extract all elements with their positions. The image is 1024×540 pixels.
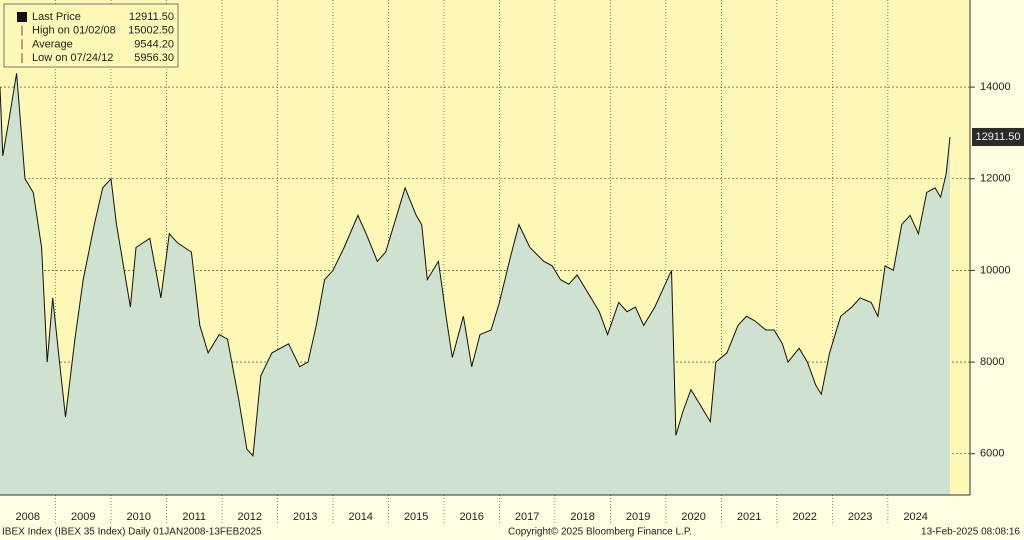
y-tick-label: 12000 xyxy=(980,173,1011,185)
area xyxy=(0,73,950,496)
x-tick-label: 2010 xyxy=(126,511,150,523)
x-tick-label: 2020 xyxy=(681,511,705,523)
y-tick-label: 14000 xyxy=(980,81,1011,93)
legend-label: Last Price xyxy=(32,11,81,23)
x-tick-label: 2011 xyxy=(182,511,206,523)
y-tick-label: 6000 xyxy=(980,448,1004,460)
x-tick-label: 2022 xyxy=(792,511,816,523)
legend: Last Price 12911.50 High on 01/02/08 15002.… xyxy=(3,3,179,68)
footer-right: 13-Feb-2025 08:08:16 xyxy=(921,527,1020,538)
line xyxy=(0,73,951,457)
x-tick-label: 2008 xyxy=(16,511,40,523)
y-tick-label: 10000 xyxy=(980,264,1011,276)
last-price-label: 12911.50 xyxy=(975,131,1020,143)
legend-value: 5956.30 xyxy=(134,52,174,64)
legend-label: Average xyxy=(32,38,73,50)
x-tick-label: 2023 xyxy=(848,511,872,523)
x-tick-label: 2012 xyxy=(237,511,261,523)
x-tick-label: 2013 xyxy=(293,511,317,523)
y-tick-label: 8000 xyxy=(980,356,1004,368)
x-tick-label: 2017 xyxy=(515,511,539,523)
legend-value: 9544.20 xyxy=(134,38,174,50)
x-tick-label: 2015 xyxy=(404,511,428,523)
footer-left: IBEX Index (IBEX 35 Index) Daily 01JAN20… xyxy=(2,527,262,538)
x-tick-label: 2009 xyxy=(71,511,95,523)
x-tick-label: 2021 xyxy=(737,511,761,523)
x-tick-label: 2014 xyxy=(348,511,372,523)
legend-label: High on 01/02/08 xyxy=(32,25,116,37)
legend-box xyxy=(3,3,179,68)
legend-swatch xyxy=(17,12,27,22)
x-tick-label: 2016 xyxy=(459,511,483,523)
legend-label: Low on 07/24/12 xyxy=(32,52,113,64)
x-tick-label: 2019 xyxy=(626,511,650,523)
last-price-tag xyxy=(972,127,1024,146)
footer-center: Copyright© 2025 Bloomberg Finance L.P. xyxy=(508,527,692,538)
legend-value: 15002.50 xyxy=(128,25,174,37)
legend-value: 12911.50 xyxy=(129,11,174,23)
x-tick-label: 2018 xyxy=(570,511,594,523)
x-tick-label: 2024 xyxy=(903,511,927,523)
